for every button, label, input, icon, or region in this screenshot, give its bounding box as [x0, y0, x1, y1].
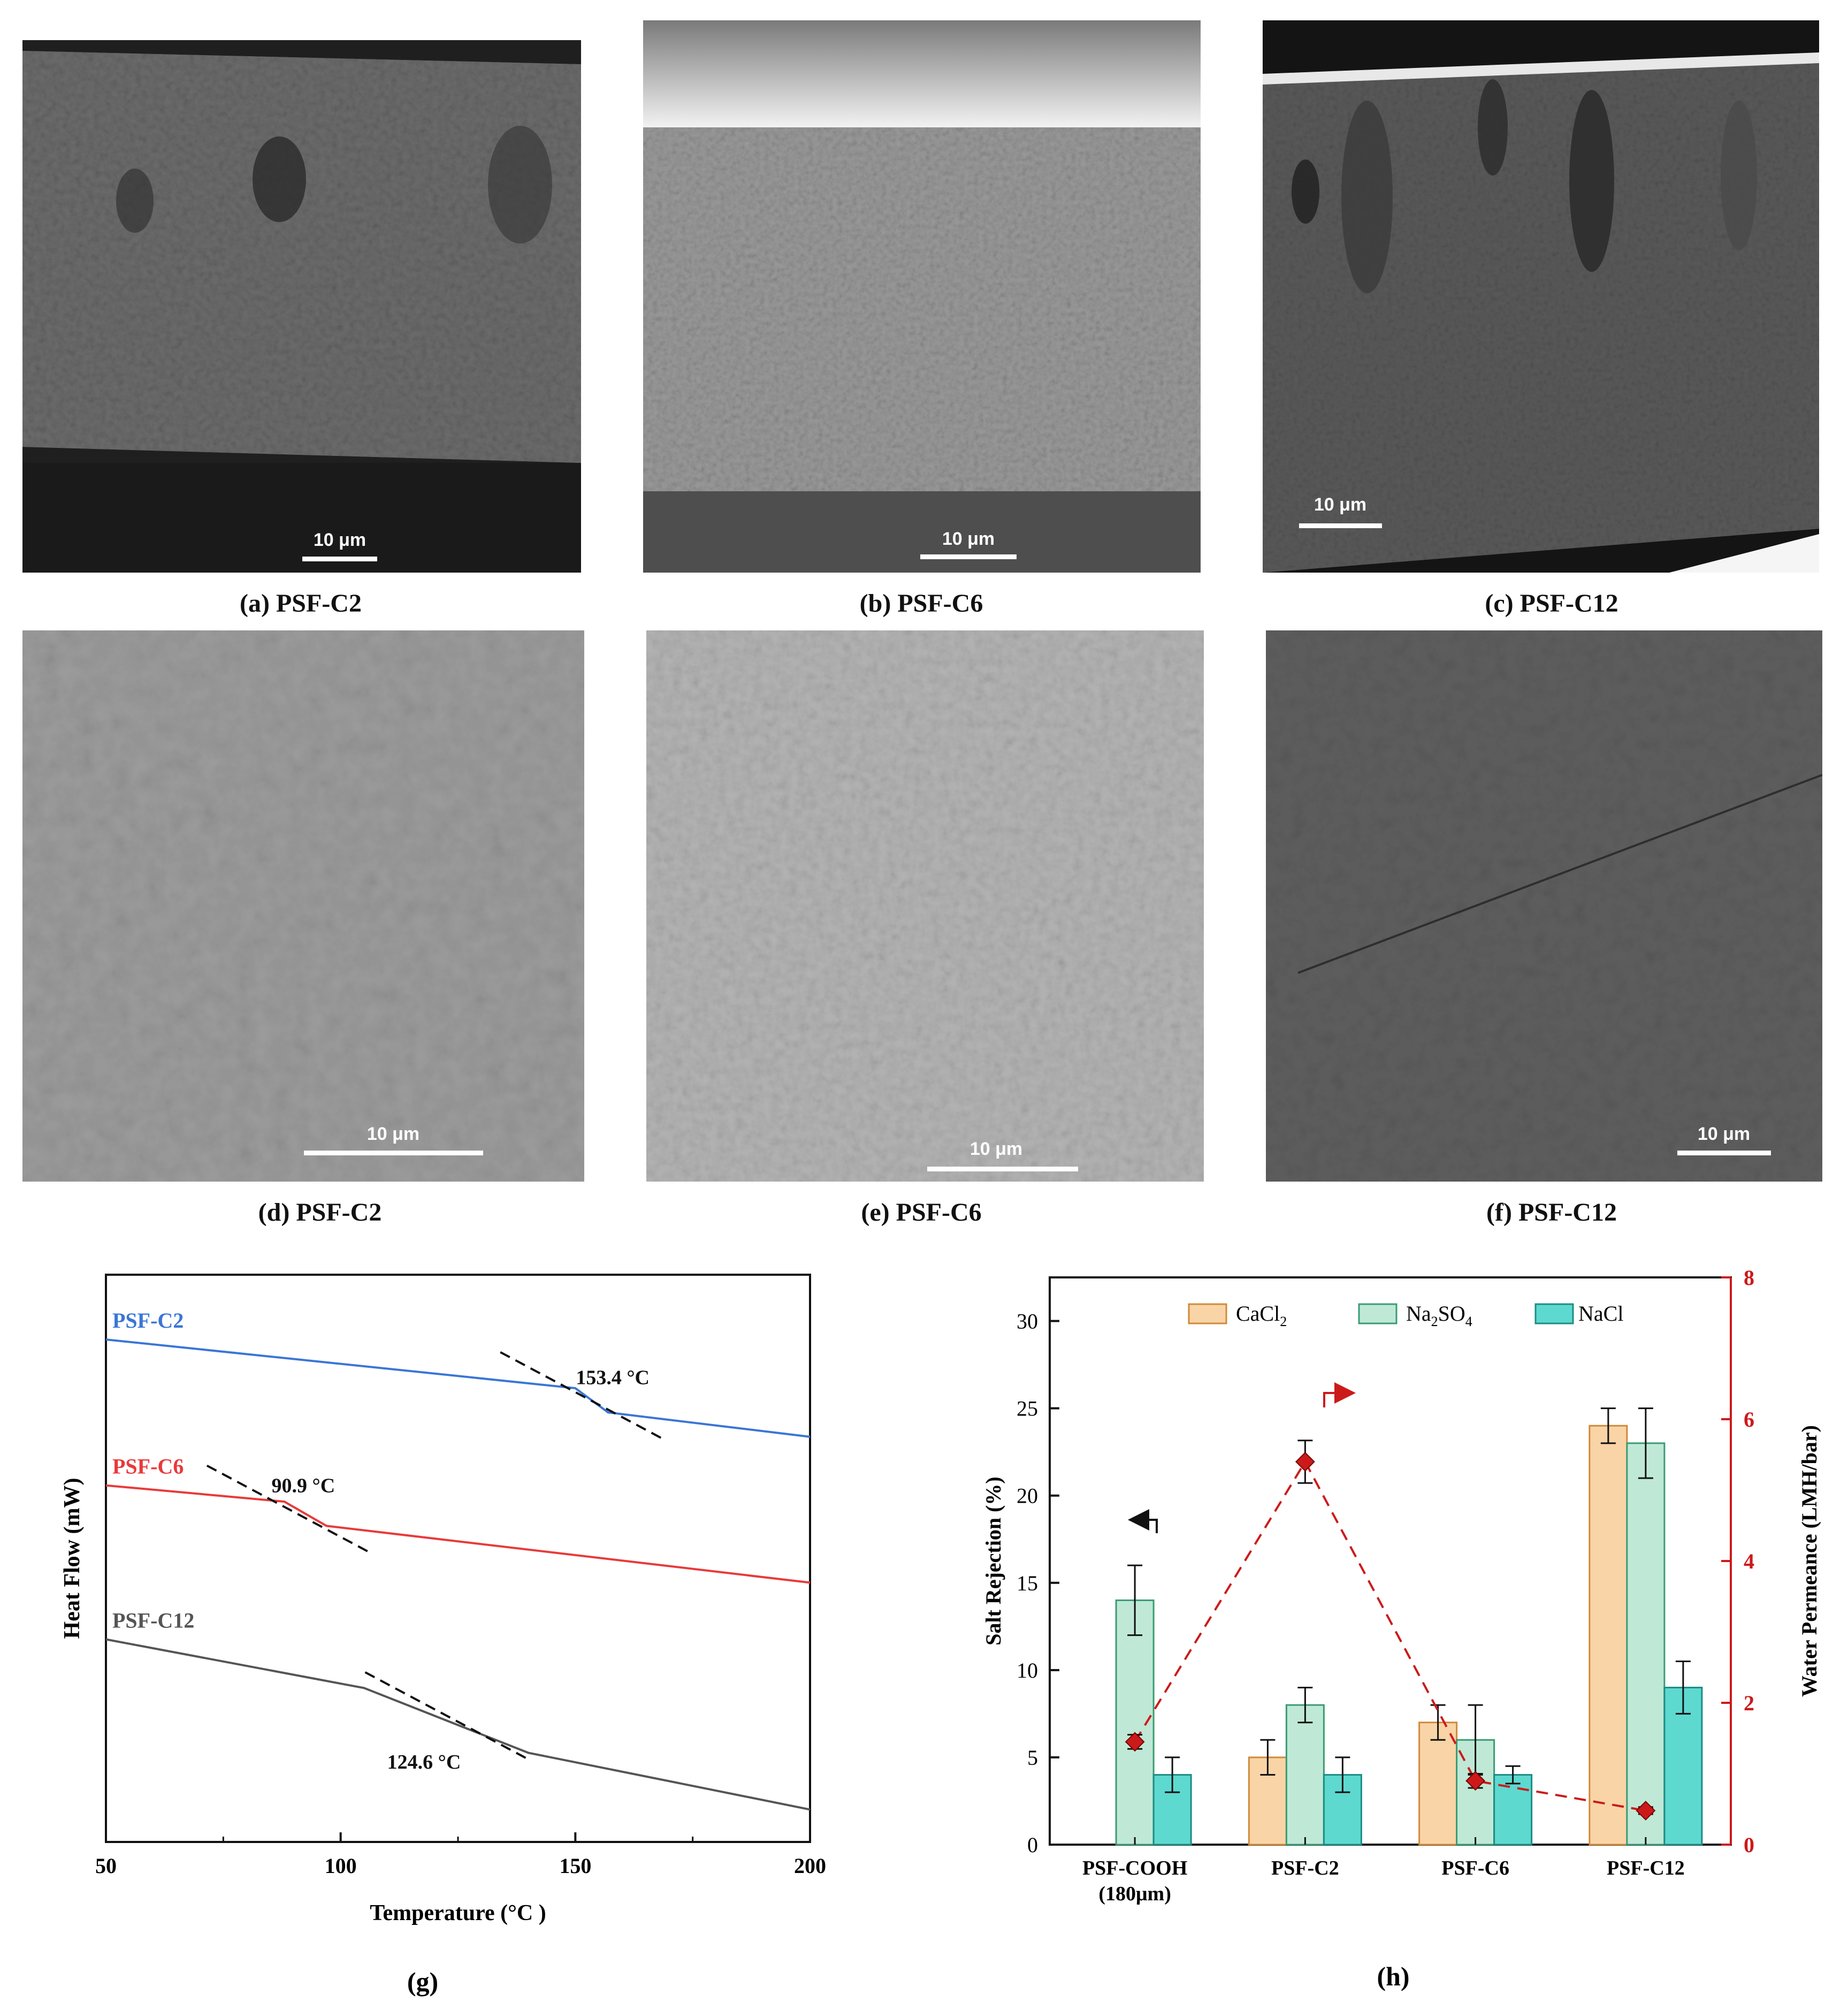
dsc-series-label: PSF-C6 [112, 1455, 184, 1479]
dsc-tg-label: 153.4 °C [576, 1367, 650, 1389]
permeance-y-tick-label: 8 [1744, 1266, 1754, 1290]
legend-swatch-na2so4 [1358, 1303, 1398, 1324]
legend-label-nacl: NaCl [1578, 1301, 1623, 1326]
permeance-point [1465, 1771, 1486, 1791]
dsc-panel-caption: (g) [407, 1967, 438, 1997]
scale-bar-e [927, 1167, 1078, 1171]
legend-label-cacl2: CaCl2 [1236, 1301, 1287, 1329]
caption-e: (e) PSF-C6 [861, 1198, 982, 1227]
dsc-tangent-line [500, 1351, 662, 1439]
right-axis-arrow-icon [1323, 1382, 1356, 1407]
salt-rejection-chart: 0 5 10 15 20 25 30 0 2 4 6 8 PSF-COOH (180μm) PSF-C2… [981, 1266, 1821, 1991]
rejection-x-tick-label: PSF-COOH [1082, 1857, 1187, 1879]
scale-bar-b [920, 554, 1017, 559]
dsc-y-axis-label: Heat Flow (mW) [60, 1478, 85, 1639]
dsc-series-label: PSF-C12 [112, 1608, 194, 1632]
dsc-x-axis-label: Temperature (°C ) [370, 1901, 546, 1925]
scale-label-a: 10 μm [313, 530, 366, 550]
rejection-x-tick-label: PSF-C12 [1607, 1857, 1685, 1879]
rejection-x-tick-label: PSF-C2 [1271, 1857, 1339, 1879]
rejection-y-tick-label: 0 [1027, 1833, 1038, 1857]
caption-a: (a) PSF-C2 [240, 589, 362, 618]
rejection-x-tick-label: PSF-C6 [1441, 1857, 1509, 1879]
dsc-series-label: PSF-C2 [112, 1308, 184, 1333]
sem-surface-f-texture [1266, 630, 1822, 1182]
scale-label-b: 10 μm [942, 529, 995, 549]
rejection-y-axis-label: Salt Rejection (%) [981, 1476, 1005, 1645]
scale-bar-a [302, 557, 377, 561]
dsc-tangent-line [364, 1671, 526, 1759]
caption-d: (d) PSF-C2 [258, 1198, 382, 1227]
scale-bar-c [1299, 523, 1382, 528]
scale-label-c: 10 μm [1314, 494, 1367, 515]
permeance-y-tick-label: 6 [1744, 1407, 1754, 1432]
dsc-x-tick-label: 150 [559, 1854, 591, 1878]
sem-image-e [646, 630, 1204, 1182]
dsc-x-tick-label: 100 [325, 1854, 357, 1878]
legend-swatch-nacl [1534, 1303, 1574, 1324]
dsc-tg-label: 90.9 °C [272, 1475, 335, 1497]
dsc-curve-psf-c2 [105, 1338, 811, 1438]
bar-cacl2 [1589, 1425, 1628, 1846]
dsc-tg-label: 124.6 °C [387, 1751, 461, 1773]
left-axis-arrow-icon [1128, 1509, 1158, 1533]
sem-image-a [22, 40, 581, 573]
sem-cross-section-a-texture [22, 40, 581, 573]
bar-na2so4 [1115, 1599, 1155, 1846]
rejection-panel-caption: (h) [1377, 1961, 1409, 1991]
legend-swatch-cacl2 [1188, 1303, 1227, 1324]
rejection-y-tick-label: 5 [1027, 1746, 1038, 1770]
scale-label-d: 10 μm [366, 1124, 420, 1144]
caption-f: (f) PSF-C12 [1486, 1198, 1617, 1227]
permeance-y-axis-label: Water Permeance (LMH/bar) [1797, 1425, 1821, 1697]
caption-c: (c) PSF-C12 [1485, 589, 1618, 618]
bar-cacl2 [1418, 1722, 1458, 1846]
rejection-y-tick-label: 15 [1017, 1571, 1038, 1595]
dsc-tangent-line [206, 1464, 368, 1552]
permeance-y-tick-label: 4 [1744, 1549, 1754, 1573]
dsc-x-tick-label: 200 [794, 1854, 826, 1878]
dsc-chart: 50 100 150 200 PSF-C2 153.4 °C PSF-C6 90.9 °C P… [60, 1274, 826, 1997]
sem-image-d [22, 630, 584, 1182]
dsc-curve-psf-c6 [105, 1484, 811, 1584]
permeance-y-tick-label: 0 [1744, 1833, 1754, 1857]
permeance-point [1636, 1800, 1656, 1821]
dsc-x-tick-label: 50 [95, 1854, 117, 1878]
dsc-curve-psf-c12 [105, 1638, 811, 1811]
sem-surface-d-texture [22, 630, 584, 1182]
bar-na2so4 [1285, 1704, 1325, 1846]
rejection-y-tick-label: 20 [1017, 1484, 1038, 1508]
bar-nacl [1493, 1774, 1533, 1846]
rejection-y-tick-label: 10 [1017, 1658, 1038, 1682]
rejection-y-tick-label: 25 [1017, 1397, 1038, 1421]
rejection-x-tick-label-sub: (180μm) [1098, 1883, 1171, 1905]
bar-na2so4 [1626, 1442, 1666, 1846]
bar-nacl [1152, 1774, 1192, 1846]
sem-image-c [1263, 20, 1819, 573]
permeance-point [1125, 1732, 1145, 1752]
permeance-y-tick-label: 2 [1744, 1691, 1754, 1715]
sem-image-b [643, 20, 1201, 573]
sem-cross-section-c-texture [1263, 20, 1819, 573]
sem-surface-e-texture [646, 630, 1204, 1182]
scale-bar-d [304, 1151, 483, 1155]
scale-bar-f [1677, 1151, 1771, 1155]
permeance-line [1134, 1459, 1646, 1812]
sem-cross-section-b-texture [643, 20, 1201, 573]
permeance-point [1295, 1452, 1315, 1472]
legend-label-na2so4: Na2SO4 [1406, 1301, 1472, 1329]
sem-image-f [1266, 630, 1822, 1182]
caption-b: (b) PSF-C6 [859, 589, 983, 618]
rejection-y-tick-label: 30 [1017, 1309, 1038, 1334]
scale-label-e: 10 μm [969, 1139, 1023, 1159]
scale-label-f: 10 μm [1697, 1124, 1751, 1144]
legend: CaCl2 Na2SO4 NaCl [1188, 1301, 1623, 1329]
